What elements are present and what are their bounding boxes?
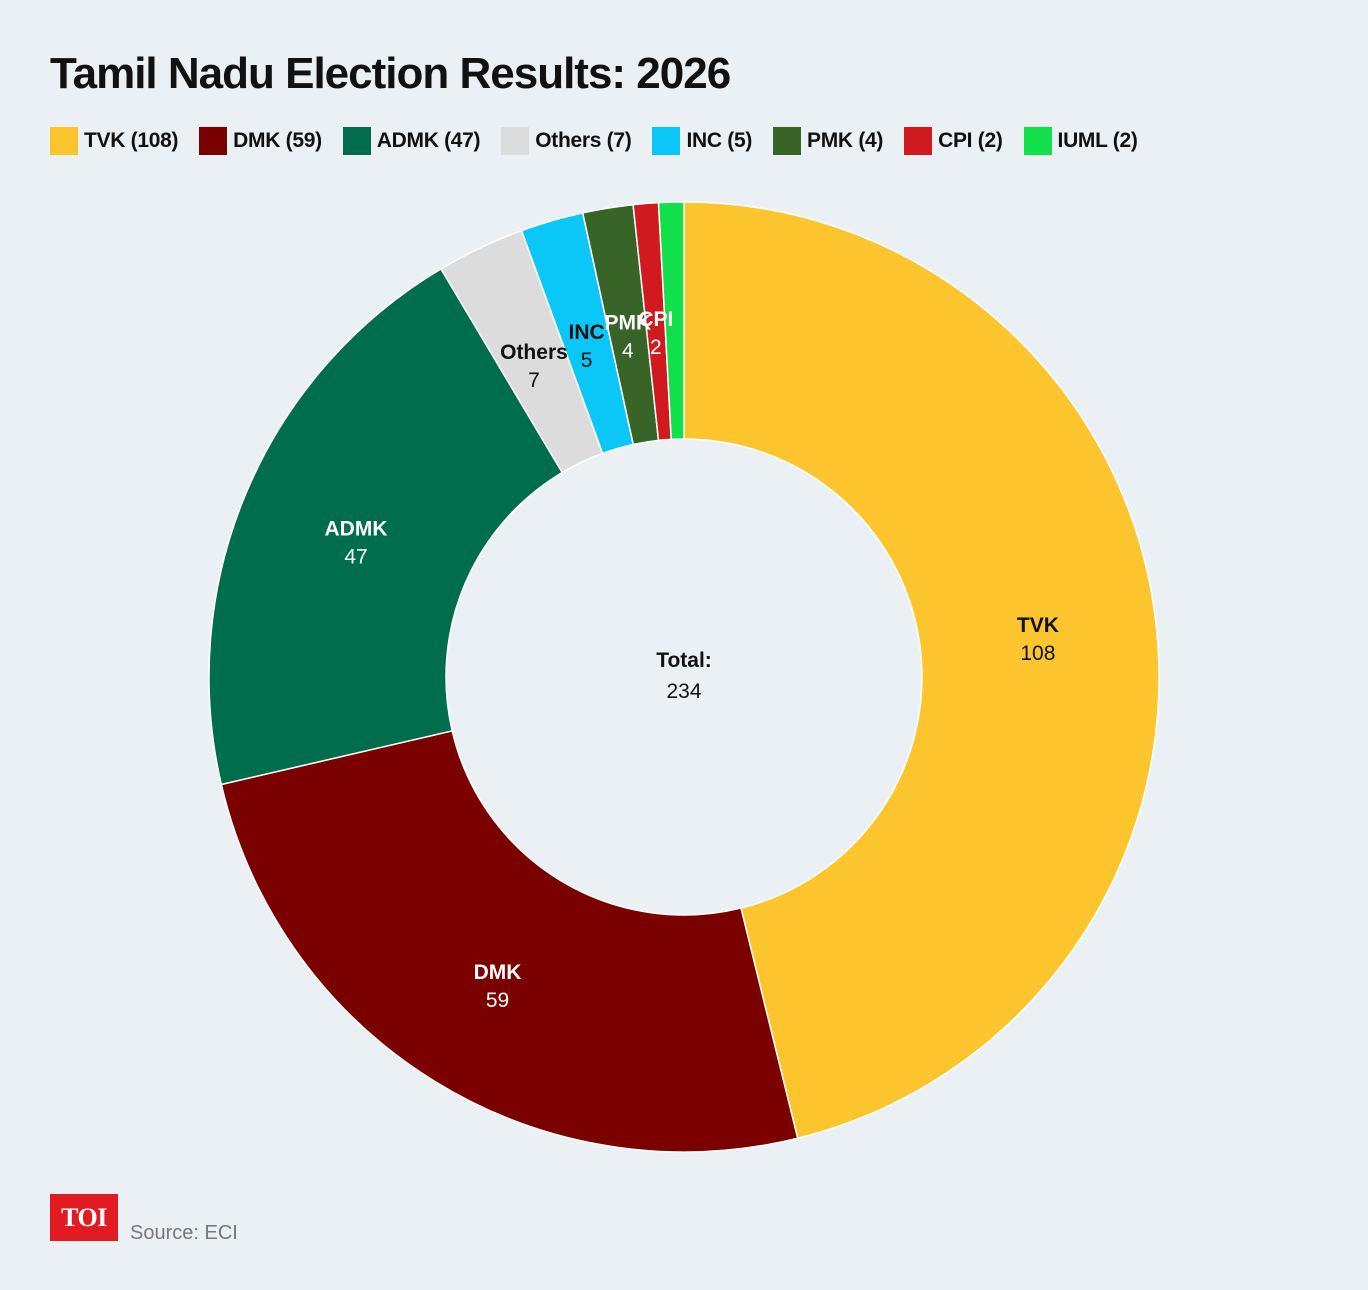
slice-label-name: TVK <box>1017 614 1059 637</box>
legend-item: DMK (59) <box>199 127 322 155</box>
legend-label: PMK (4) <box>807 129 884 152</box>
legend-item: ADMK (47) <box>342 127 481 155</box>
legend-item: PMK (4) <box>773 127 883 155</box>
legend-label: TVK (108) <box>84 129 179 152</box>
legend-swatch <box>501 127 530 155</box>
legend-item: IUML (2) <box>1023 127 1138 155</box>
legend-swatch <box>1023 127 1052 155</box>
toi-logo: TOI <box>50 1194 118 1241</box>
legend-label: IUML (2) <box>1057 129 1138 152</box>
slice-dmk <box>220 729 799 1153</box>
chart-title: Tamil Nadu Election Results: 2026 <box>50 49 731 98</box>
center-label: Total: <box>656 649 712 672</box>
legend-swatch <box>773 127 802 155</box>
slice-label-value: 47 <box>344 545 367 568</box>
legend-swatch <box>904 127 933 155</box>
legend-item: TVK (108) <box>50 127 178 155</box>
legend-swatch <box>199 127 228 155</box>
legend-swatch <box>50 127 78 155</box>
center-value: 234 <box>666 680 701 703</box>
slice-admk <box>208 267 564 786</box>
slice-label-value: 59 <box>486 989 509 1012</box>
slice-label-name: PMK <box>605 312 652 335</box>
source-note: Source: ECI <box>130 1222 238 1244</box>
slice-label-value: 2 <box>650 336 662 359</box>
slice-label-name: CPI <box>638 308 673 331</box>
legend-label: Others (7) <box>535 129 632 152</box>
slice-label-value: 7 <box>528 369 540 392</box>
legend-item: CPI (2) <box>904 127 1003 155</box>
slice-label-name: Others <box>500 341 568 364</box>
slice-tvk <box>683 201 1160 1140</box>
legend-label: DMK (59) <box>233 129 322 152</box>
slice-label-value: 108 <box>1020 642 1055 665</box>
slice-label-value: 5 <box>581 349 593 372</box>
legend-item: INC (5) <box>652 127 752 155</box>
chart-legend: TVK (108) DMK (59) ADMK (47) Others (7) INC … <box>50 125 1159 157</box>
legend-label: INC (5) <box>686 129 753 152</box>
legend-swatch <box>342 127 371 155</box>
legend-item: Others (7) <box>501 127 632 155</box>
slice-label-value: 4 <box>622 340 634 363</box>
legend-label: ADMK (47) <box>376 129 481 152</box>
legend-label: CPI (2) <box>938 129 1003 152</box>
slice-label-name: DMK <box>474 961 522 984</box>
legend-swatch <box>652 127 681 155</box>
slice-iuml <box>657 201 685 441</box>
slice-label-name: ADMK <box>325 517 388 540</box>
slice-label-name: INC <box>569 321 605 344</box>
